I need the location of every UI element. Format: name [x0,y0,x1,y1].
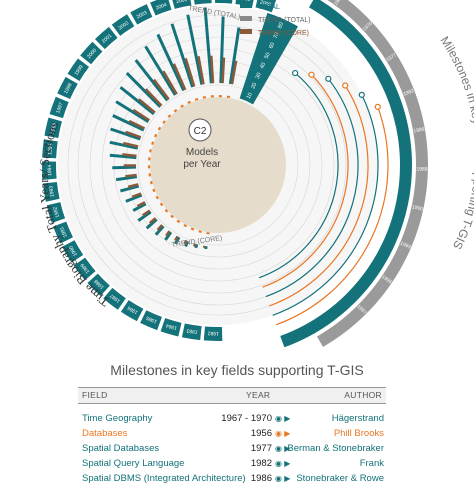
center-line1: Models [186,147,218,158]
milestone-dot [309,72,314,77]
row-marker-icon: ◉ ▶ [275,474,290,483]
year-label: 1982 [207,330,219,336]
row-year: 1977 [251,443,272,454]
legend-label-trend-total: TREND (TOTAL) [258,17,311,24]
row-author: Berman & Stonebraker [287,443,384,454]
bar-core [122,154,136,156]
table-header: FIELD YEAR AUTHOR [78,387,386,404]
row-marker-icon: ◉ ▶ [275,429,290,438]
legend-swatch-total [240,3,252,8]
legend: TOTAL TREND (TOTAL) TREND (CORE) [240,3,311,37]
bar-core [223,58,224,84]
table-row: Time Geography 1967 - 1970◉ ▶ Hägerstrand [82,413,384,426]
row-year: 1956 [251,428,272,439]
row-year: 1986 [251,473,272,484]
table-row: Databases 1956◉ ▶ Phill Brooks [82,428,384,441]
row-year: 1982 [251,458,272,469]
row-field: Spatial Databases [82,443,159,454]
milestone-dot [293,71,298,76]
row-author: Phill Brooks [334,428,384,439]
right-title: Milestones in key fields supporting T-GI… [438,34,474,252]
legend-label-total: TOTAL [258,4,280,11]
milestone-dot [375,104,380,109]
row-author: Hägerstrand [332,413,384,424]
header-field: FIELD [82,390,108,400]
milestone-dot [343,83,348,88]
bar-total [112,167,136,168]
row-year: 1967 - 1970 [221,413,272,424]
year-cell [215,0,233,4]
bar-core [125,175,136,176]
legend-label-trend-core: TREND (CORE) [258,30,309,37]
row-marker-icon: ◉ ▶ [275,459,290,468]
milestone-dot [326,76,331,81]
table-row: Spatial Query Language 1982◉ ▶ Frank [82,458,384,471]
bar-core [211,56,213,83]
milestone-dot [359,92,364,97]
legend-swatch-trend-core [240,29,252,34]
milestone-year: 1988 [416,166,427,172]
row-marker-icon: ◉ ▶ [275,414,290,423]
table-row: Spatial DBMS (Integrated Architecture) 19… [82,473,384,486]
row-author: Stonebraker & Rowe [296,473,384,484]
legend-swatch-trend-total [240,16,252,21]
row-field: Databases [82,428,127,439]
table-title: Milestones in key fields supporting T-GI… [0,362,474,378]
row-field: Spatial DBMS (Integrated Architecture) [82,473,246,484]
center-badge-text: C2 [194,126,207,137]
header-author: AUTHOR [344,390,382,400]
center-line2: per Year [183,159,221,170]
row-field: Time Geography [82,413,152,424]
row-author: Frank [360,458,384,469]
header-year: YEAR [246,390,270,400]
row-field: Spatial Query Language [82,458,184,469]
